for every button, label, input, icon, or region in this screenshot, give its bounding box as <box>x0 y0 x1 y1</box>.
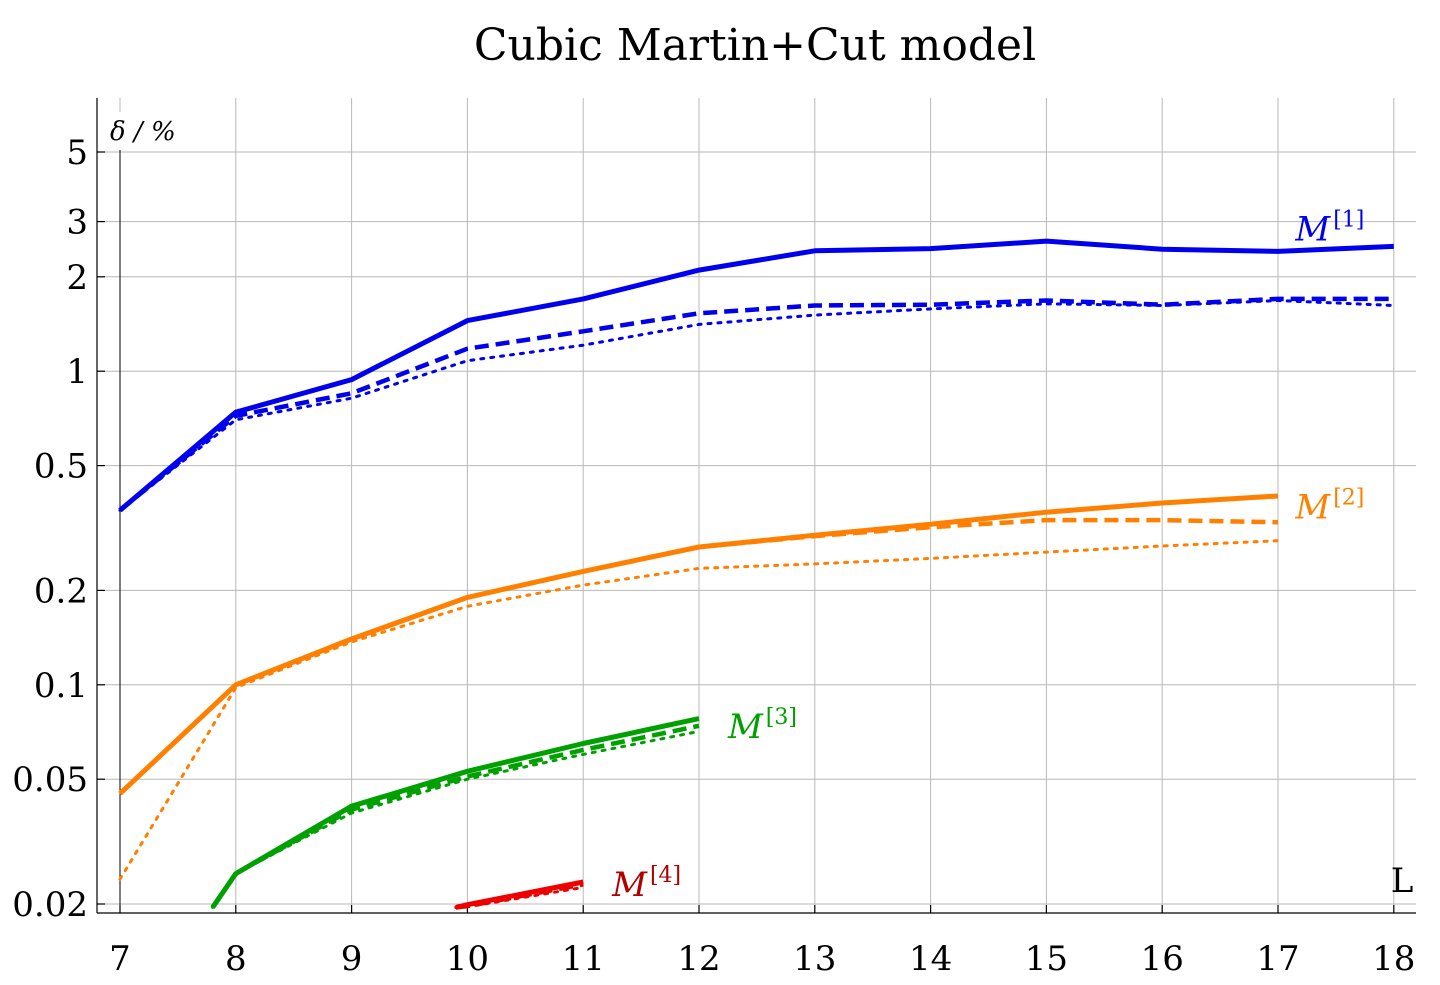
x-tick-label: 9 <box>341 939 363 979</box>
y-tick-label: 0.02 <box>12 885 88 925</box>
x-tick-label: 16 <box>1141 939 1184 979</box>
axes: 7 8 9 10 11 12 13 14 15 16 17 180.020.050.10.20.512… <box>12 98 1416 979</box>
series-labels: M [1] M [2] M [3] M [4] <box>611 208 1364 905</box>
series-line-dashed <box>118 517 1279 796</box>
series <box>118 238 1396 910</box>
series-label: M [2] <box>1294 486 1364 528</box>
x-tick-label: 8 <box>225 939 247 979</box>
y-tick-label: 0.1 <box>34 666 88 706</box>
series-line-dashed <box>118 296 1394 513</box>
series-label: M [3] <box>727 705 797 747</box>
x-tick-label: 17 <box>1256 939 1299 979</box>
x-tick-label: 14 <box>909 939 952 979</box>
x-tick-label: 10 <box>446 939 489 979</box>
series-line-solid <box>118 238 1394 513</box>
series-line-dotted <box>118 299 1396 512</box>
series-line-dotted <box>454 885 585 909</box>
x-tick-label: 7 <box>109 939 131 979</box>
y-label-background <box>100 112 195 150</box>
y-axis-label: δ / % <box>110 117 176 147</box>
y-tick-label: 1 <box>66 352 88 392</box>
series-line-dotted <box>118 539 1280 881</box>
x-tick-label: 12 <box>677 939 720 979</box>
y-tick-label: 2 <box>66 258 88 298</box>
y-tick-label: 0.05 <box>12 760 88 800</box>
y-tick-label: 0.2 <box>34 571 88 611</box>
y-tick-label: 5 <box>66 133 88 173</box>
x-tick-label: 13 <box>793 939 836 979</box>
chart-title: Cubic Martin+Cut model <box>474 20 1036 71</box>
series-label: M [1] <box>1294 208 1364 250</box>
series-line-dotted <box>211 729 701 909</box>
y-tick-label: 3 <box>66 203 88 243</box>
x-axis-label: L <box>1391 861 1414 901</box>
x-tick-label: 15 <box>1025 939 1068 979</box>
y-tick-label: 0.5 <box>34 447 88 487</box>
x-tick-label: 11 <box>562 939 605 979</box>
series-label: M [4] <box>611 863 681 905</box>
grid <box>97 98 1416 913</box>
x-tick-label: 18 <box>1372 939 1415 979</box>
